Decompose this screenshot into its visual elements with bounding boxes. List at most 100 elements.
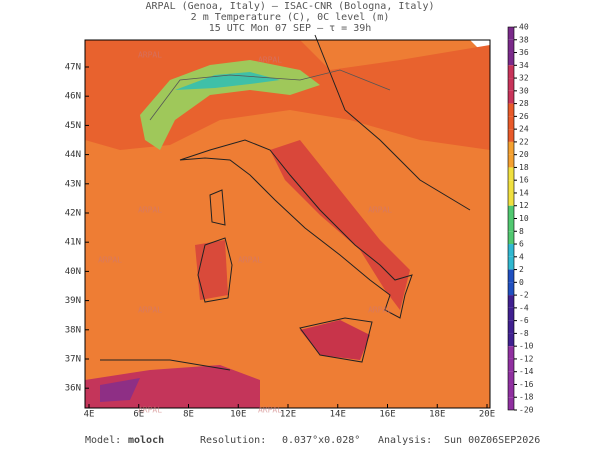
sardinia-hot-area (195, 240, 228, 300)
colorbar-segment (508, 397, 514, 410)
colorbar-segment (508, 192, 514, 206)
colorbar-label: -2 (519, 291, 529, 300)
lat-label: 45N (65, 121, 81, 131)
colorbar-label: 10 (519, 214, 529, 223)
colorbar-segment (508, 167, 514, 181)
watermark: ARPAL (138, 51, 162, 60)
watermark: ARPAL (138, 406, 162, 415)
colorbar-segment (508, 129, 514, 142)
colorbar-label: 32 (519, 74, 529, 83)
colorbar-segment (508, 231, 514, 245)
colorbar-segment (508, 218, 514, 232)
coastline (100, 34, 471, 371)
lon-label: 16E (379, 410, 395, 420)
colorbar-label: 36 (519, 48, 529, 57)
colorbar-frame (507, 26, 515, 411)
watermark: ARPAL (138, 206, 162, 215)
lon-label: 4E (84, 410, 95, 420)
watermark: ARPAL (258, 406, 282, 415)
footer-value: Sun 00Z06SEP2026 (444, 435, 540, 446)
footer-label: Resolution: (200, 435, 266, 446)
footer-value: 0.037°x0.028° (282, 435, 360, 446)
colorbar: 4038363432302826242220181614121086420-2-… (507, 23, 534, 415)
colorbar-segment (508, 244, 514, 257)
lon-label: 20E (479, 410, 495, 420)
colorbar-label: -4 (519, 303, 529, 312)
colorbar-label: -18 (519, 393, 534, 402)
colorbar-segment (508, 269, 514, 283)
africa-very-hot-area (100, 378, 140, 402)
colorbar-segment (508, 320, 514, 334)
freezing-level-contour (149, 69, 391, 121)
warm-area (85, 40, 490, 150)
colorbar-label: 8 (519, 227, 524, 236)
colorbar-segment (508, 346, 514, 359)
latitude-labels: 47N 46N 45N 44N 43N 42N 41N 40N 39N 38N 37N 36N (65, 63, 89, 394)
map-field (84, 34, 491, 409)
longitude-labels: 4E 6E 8E 10E 12E 14E 16E 18E 20E (84, 404, 495, 420)
colorbar-label: 24 (519, 125, 529, 134)
lon-label: 12E (280, 410, 296, 420)
footer-label: Model: (85, 435, 121, 446)
colorbar-segment (508, 116, 514, 130)
lon-label: 10E (230, 410, 246, 420)
colorbar-label: -12 (519, 354, 534, 363)
lat-label: 39N (65, 296, 81, 306)
apennine-hot-area (270, 140, 410, 310)
colorbar-segment (508, 78, 514, 91)
watermark: ARPAL (258, 56, 282, 65)
colorbar-segment (508, 295, 514, 308)
colorbar-label: 30 (519, 86, 529, 95)
sicily-hot-area (300, 320, 370, 360)
lat-label: 42N (65, 209, 81, 219)
colorbar-label: -10 (519, 342, 534, 351)
lat-label: 36N (65, 384, 81, 394)
colorbar-segment (508, 205, 514, 219)
colorbar-segment (508, 282, 514, 296)
colorbar-segment (508, 256, 514, 270)
colorbar-segment (508, 27, 514, 40)
header-line: 15 UTC Mon 07 SEP – τ = 39h (209, 23, 372, 34)
colorbar-label: 14 (519, 188, 529, 197)
lat-label: 43N (65, 179, 81, 189)
lat-label: 41N (65, 238, 81, 248)
colorbar-segment (508, 103, 514, 117)
footer-label: Analysis: (378, 435, 432, 446)
colorbar-segment (508, 52, 514, 66)
colorbar-label: -6 (519, 316, 529, 325)
colorbar-segment (508, 180, 514, 193)
lon-label: 18E (429, 410, 445, 420)
colorbar-label: 40 (519, 23, 529, 32)
colorbar-label: 2 (519, 265, 524, 274)
lat-label: 38N (65, 325, 81, 335)
lon-label: 6E (133, 410, 144, 420)
colorbar-segment (508, 141, 514, 155)
watermark: ARPAL (138, 306, 162, 315)
colorbar-label: 6 (519, 240, 524, 249)
colorbar-label: -8 (519, 329, 529, 338)
watermark: ARPAL (368, 206, 392, 215)
colorbar-label: -16 (519, 380, 534, 389)
colorbar-segment (508, 358, 514, 372)
lon-label: 8E (183, 410, 194, 420)
colorbar-label: -14 (519, 367, 534, 376)
colorbar-label: 38 (519, 35, 529, 44)
colorbar-label: 34 (519, 61, 529, 70)
colorbar-label: 26 (519, 112, 529, 121)
lat-label: 40N (65, 267, 81, 277)
watermark: ARPAL (98, 256, 122, 265)
alps-cool-area (140, 60, 320, 150)
colorbar-label: 18 (519, 163, 529, 172)
header-line: ARPAL (Genoa, Italy) – ISAC-CNR (Bologna… (146, 1, 435, 12)
lat-label: 44N (65, 150, 81, 160)
colorbar-label: 16 (519, 176, 529, 185)
footer-value: moloch (128, 435, 164, 446)
colorbar-label: 0 (519, 278, 524, 287)
lon-label: 14E (330, 410, 346, 420)
colorbar-segment (508, 39, 514, 53)
lat-label: 47N (65, 63, 81, 73)
watermarks: ARPAL ARPAL ARPAL ARPAL ARPAL ARPAL ARPAL ARPAL… (98, 51, 392, 415)
colorbar-segment (508, 384, 514, 398)
